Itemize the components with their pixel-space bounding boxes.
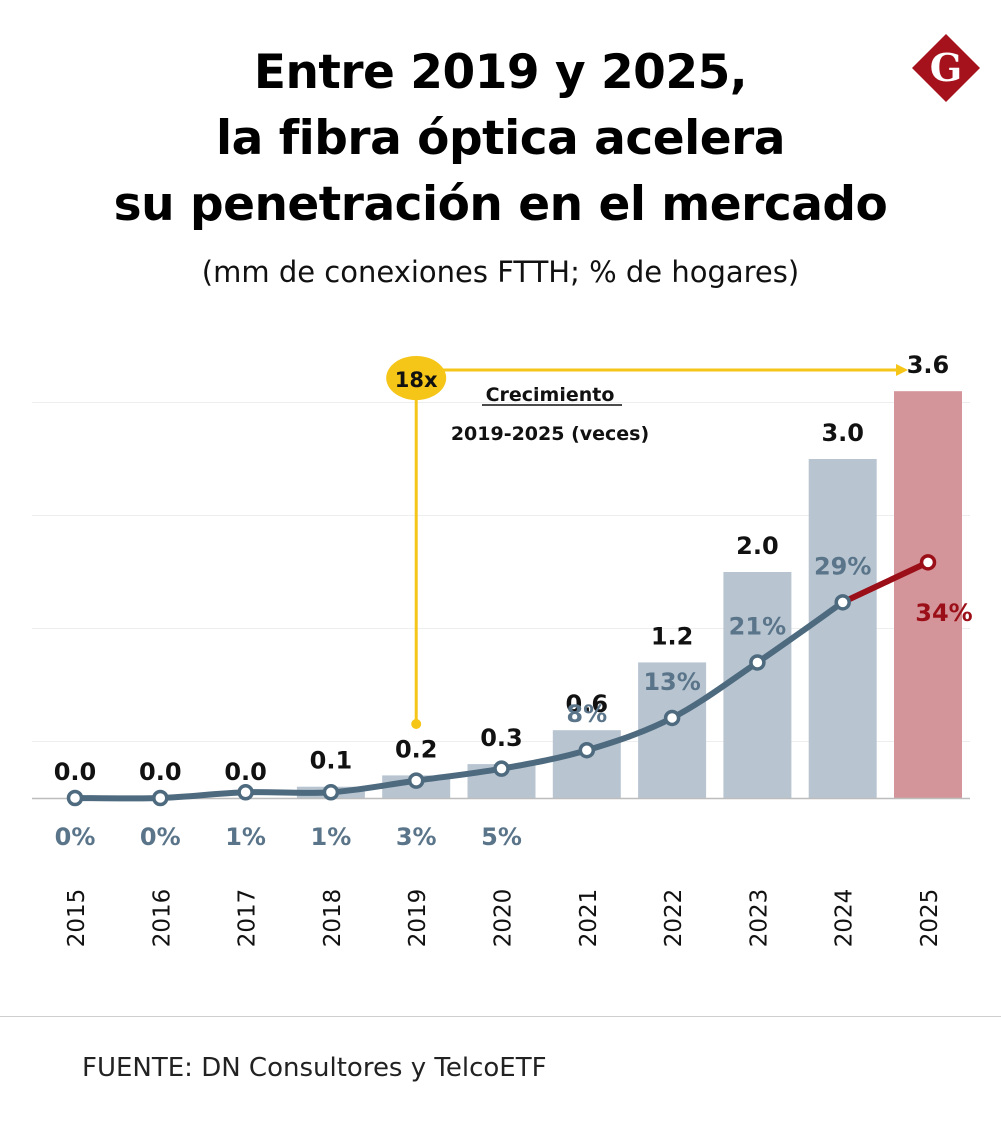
bar-value-label-2019: 0.2 — [395, 735, 438, 763]
pct-line — [72, 599, 846, 802]
bar-value-label-2018: 0.1 — [310, 747, 353, 775]
source-note: FUENTE: DN Consultores y TelcoETF — [82, 1053, 547, 1083]
pct-label-2022: 13% — [643, 668, 700, 696]
pct-marker-2022 — [663, 709, 681, 727]
brand-logo: G — [912, 34, 980, 102]
annotation-label-line-1: Crecimiento — [486, 384, 615, 406]
x-tick-label-2015: 2015 — [64, 889, 90, 948]
annotation-end-dot — [411, 719, 422, 729]
bar-2023 — [723, 572, 792, 798]
pct-label-2023: 21% — [729, 612, 786, 640]
chart-title: Entre 2019 y 2025, la fibra óptica acele… — [0, 40, 1001, 238]
bar-value-label-2023: 2.0 — [736, 532, 779, 560]
chart-area: 18x Crecimiento 2019-2025 (veces) 0.0 0.0 0.0… — [32, 351, 973, 948]
pct-label-2017: 1% — [225, 823, 266, 851]
logo-letter: G — [930, 45, 962, 90]
annotation-badge-text: 18x — [395, 368, 438, 392]
bar-2024 — [808, 459, 877, 798]
pct-label-2016: 0% — [140, 823, 181, 851]
title-line-1: Entre 2019 y 2025, — [253, 45, 748, 100]
pct-marker-2018 — [322, 784, 340, 801]
x-tick-label-2023: 2023 — [746, 889, 772, 948]
pct-label-2025: 34% — [915, 599, 972, 627]
bar-value-label-2020: 0.3 — [480, 724, 523, 752]
bar-value-label-2022: 1.2 — [651, 622, 694, 650]
annotation-label-line-2: 2019-2025 (veces) — [451, 423, 649, 445]
pct-label-2018: 1% — [311, 823, 352, 851]
pct-marker-2024 — [834, 594, 851, 611]
title-line-2: la fibra óptica acelera — [216, 111, 785, 166]
bar-2025 — [894, 391, 962, 798]
title-line-3: su penetración en el mercado — [113, 177, 888, 232]
x-tick-label-2024: 2024 — [832, 889, 858, 948]
x-tick-label-2021: 2021 — [576, 889, 602, 948]
pct-label-2024: 29% — [814, 552, 871, 580]
pct-marker-2025 — [919, 554, 937, 571]
bar-value-label-2025: 3.6 — [907, 351, 950, 379]
x-tick-label-2017: 2017 — [235, 889, 261, 948]
x-tick-label-2022: 2022 — [661, 889, 687, 948]
pct-marker-2017 — [237, 784, 254, 801]
pct-marker-2023 — [749, 654, 766, 671]
annotation-arrowhead — [896, 364, 908, 376]
pct-marker-2019 — [407, 772, 425, 789]
x-tick-label-2018: 2018 — [320, 889, 346, 948]
pct-marker-2021 — [578, 741, 596, 759]
bar-value-label-2024: 3.0 — [821, 419, 864, 447]
pct-label-2015: 0% — [55, 823, 96, 851]
pct-marker-2015 — [66, 789, 84, 807]
chart-subtitle: (mm de conexiones FTTH; % de hogares) — [201, 255, 800, 289]
logo-diamond-shape — [912, 34, 980, 102]
x-tick-label-2019: 2019 — [405, 889, 431, 948]
pct-label-2020: 5% — [481, 823, 522, 851]
x-tick-label-2025: 2025 — [917, 889, 943, 948]
x-tick-label-2020: 2020 — [491, 889, 517, 948]
pct-marker-2020 — [493, 760, 510, 777]
annotation-badge — [386, 356, 447, 400]
pct-label-2021: 8% — [566, 700, 607, 728]
bar-value-label-2015: 0.0 — [54, 758, 97, 786]
pct-label-2019: 3% — [396, 823, 437, 851]
bar-value-label-2021: 0.6 — [566, 690, 609, 718]
bar-value-label-2017: 0.0 — [224, 758, 267, 786]
x-tick-label-2016: 2016 — [149, 889, 175, 948]
pct-marker-2016 — [152, 789, 169, 807]
bar-value-label-2016: 0.0 — [139, 758, 182, 786]
footer-divider — [0, 1016, 1001, 1017]
